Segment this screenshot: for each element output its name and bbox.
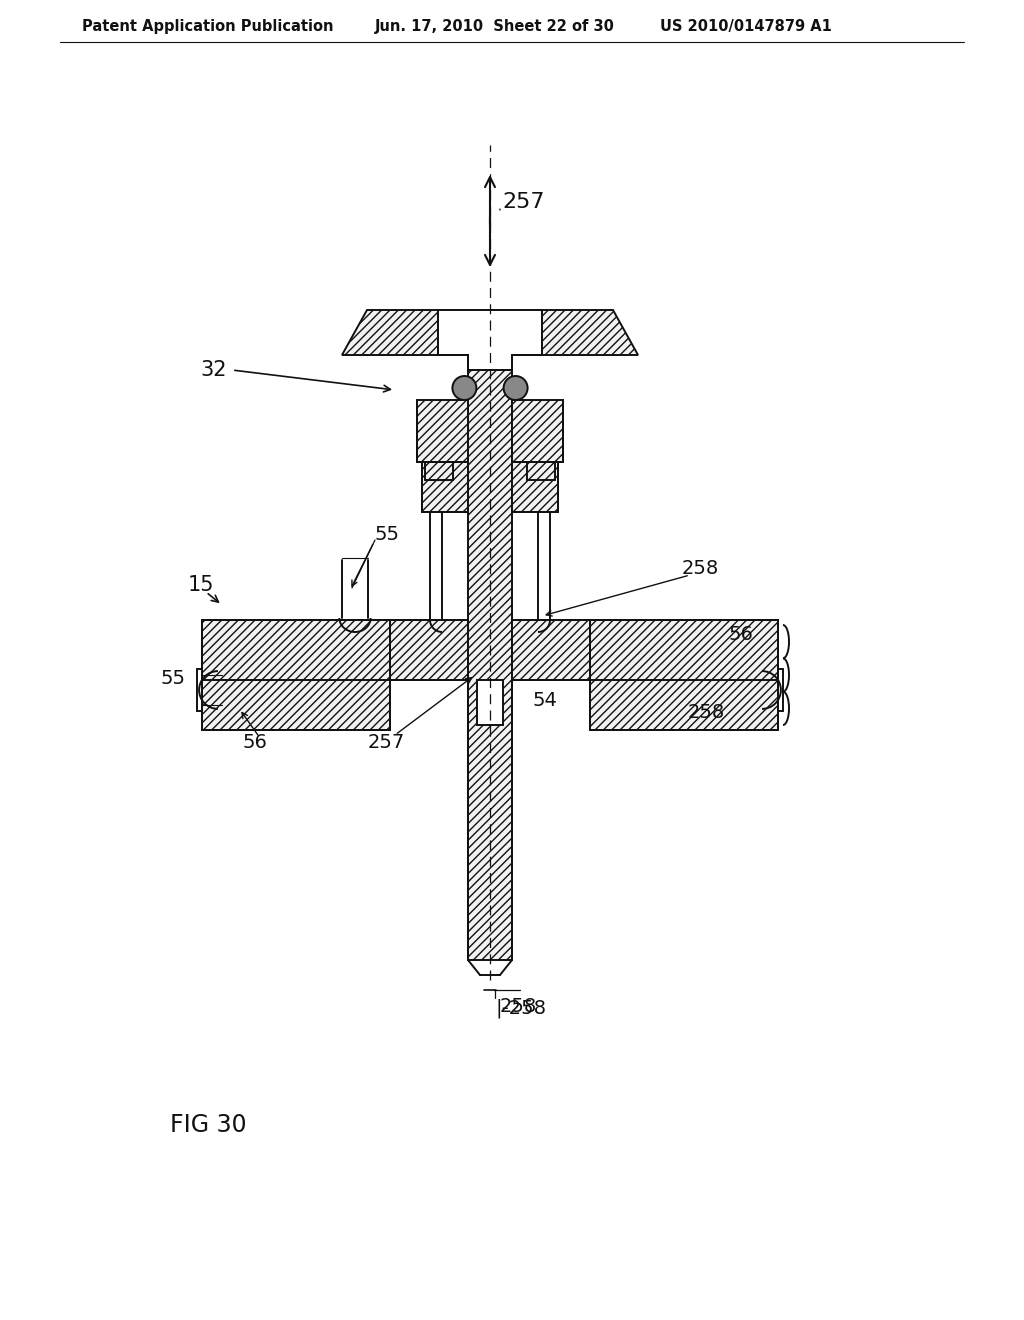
Text: 257: 257: [502, 191, 545, 213]
Text: FIG 30: FIG 30: [170, 1113, 247, 1137]
Text: Jun. 17, 2010  Sheet 22 of 30: Jun. 17, 2010 Sheet 22 of 30: [375, 20, 614, 34]
Text: 32: 32: [200, 360, 226, 380]
Bar: [477, 680, 503, 725]
Text: 258: 258: [682, 558, 719, 578]
Bar: [202, 620, 468, 680]
Bar: [512, 620, 778, 680]
Polygon shape: [342, 310, 638, 355]
Bar: [417, 400, 468, 462]
Bar: [422, 462, 468, 512]
Text: 54: 54: [532, 690, 557, 710]
Text: 15: 15: [188, 576, 214, 595]
Polygon shape: [438, 310, 542, 370]
Text: 258: 258: [500, 997, 538, 1015]
Circle shape: [504, 376, 527, 400]
Bar: [468, 370, 512, 960]
Text: Patent Application Publication: Patent Application Publication: [82, 20, 334, 34]
Text: 56: 56: [728, 626, 753, 644]
Bar: [512, 400, 563, 462]
Text: 258: 258: [688, 702, 725, 722]
Text: 56: 56: [242, 733, 267, 751]
Text: 55: 55: [375, 525, 400, 544]
Text: 55: 55: [160, 668, 185, 688]
Text: 257: 257: [368, 733, 406, 751]
Bar: [202, 620, 390, 730]
Bar: [590, 620, 778, 730]
Text: |-258: |-258: [495, 998, 546, 1018]
Circle shape: [453, 376, 476, 400]
Bar: [512, 462, 558, 512]
Text: US 2010/0147879 A1: US 2010/0147879 A1: [660, 20, 831, 34]
